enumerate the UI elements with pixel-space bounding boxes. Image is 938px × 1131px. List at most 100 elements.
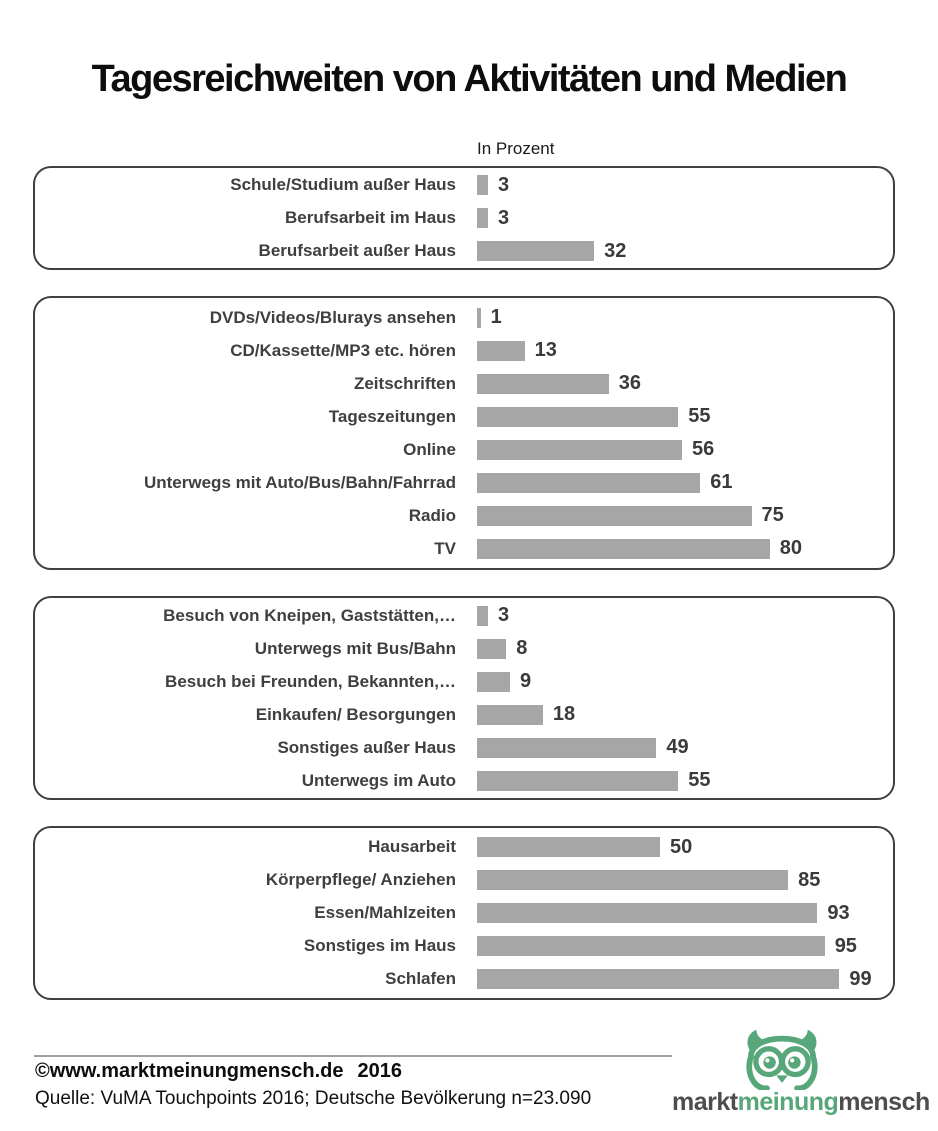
bar — [477, 241, 595, 261]
bar-label: Sonstiges im Haus — [303, 936, 456, 955]
bar-value: 85 — [798, 868, 821, 891]
logo-wordmark: marktmeinungmensch — [672, 1088, 930, 1117]
bar-row: Sonstiges im Haus 95 — [35, 930, 893, 963]
bar — [477, 538, 770, 559]
bar-track: 36 — [477, 372, 893, 395]
bar-track: 99 — [477, 968, 893, 991]
bar — [477, 936, 825, 956]
bar — [477, 903, 818, 923]
bar-value: 99 — [849, 967, 872, 990]
bar-row: Online 56 — [35, 433, 893, 466]
copyright-line: ©www.marktmeinungmensch.de 2016 — [35, 1060, 402, 1083]
bar-track: 75 — [477, 504, 893, 527]
bar-track: 56 — [477, 438, 893, 461]
bar-label: Zeitschriften — [353, 373, 456, 393]
bar-row: Essen/Mahlzeiten 93 — [35, 897, 893, 930]
bar-label: Essen/Mahlzeiten — [314, 903, 456, 922]
bar-track: 13 — [477, 339, 893, 362]
bar-track: 9 — [477, 670, 893, 693]
bar — [477, 175, 488, 195]
footer-divider — [34, 1055, 672, 1057]
copyright-year: 2016 — [357, 1060, 403, 1082]
bar — [477, 505, 752, 526]
bar-value: 9 — [519, 670, 532, 692]
bar-track: 3 — [477, 174, 893, 197]
bar-label: Sonstiges außer Haus — [277, 737, 456, 757]
logo-part-mensch: mensch — [838, 1088, 930, 1116]
bar — [477, 870, 789, 890]
source-line: Quelle: VuMA Touchpoints 2016; Deutsche … — [35, 1088, 592, 1109]
bar-value: 75 — [761, 504, 784, 526]
bar-label: Unterwegs mit Bus/Bahn — [254, 638, 456, 658]
bar-value: 49 — [666, 736, 689, 758]
bar-track: 93 — [477, 902, 893, 925]
bar-row: Hausarbeit 50 — [35, 831, 893, 864]
bar-track: 85 — [477, 869, 893, 892]
bar-track: 49 — [477, 736, 893, 759]
bar-value: 36 — [618, 372, 641, 394]
bar-row: Unterwegs mit Bus/Bahn 8 — [35, 632, 893, 665]
bar-value: 93 — [827, 901, 850, 924]
bar-row: Berufsarbeit im Haus 3 — [35, 202, 893, 235]
group-box-3: Besuch von Kneipen, Gaststätten,… 3 Unterw… — [33, 596, 895, 800]
bar-label: Besuch von Kneipen, Gaststätten,… — [163, 605, 456, 625]
bar-label: Besuch bei Freunden, Bekannten,… — [165, 671, 456, 691]
bar — [477, 406, 679, 427]
bar-label: Hausarbeit — [368, 837, 456, 856]
bar-value: 1 — [490, 306, 502, 328]
bar-value: 13 — [534, 339, 557, 361]
bar-label: TV — [434, 538, 456, 558]
bar-row: Berufsarbeit außer Haus 32 — [35, 235, 893, 268]
bar-row: TV 80 — [35, 532, 893, 565]
bar-row: Besuch von Kneipen, Gaststätten,… 3 — [35, 599, 893, 632]
bar-track: 80 — [477, 537, 893, 560]
bar-label: Tageszeitungen — [328, 406, 456, 426]
bar-label: Unterwegs im Auto — [301, 770, 456, 790]
bar-row: Unterwegs im Auto 55 — [35, 764, 893, 797]
logo-part-markt: markt — [672, 1088, 738, 1116]
bar — [477, 340, 525, 361]
bar-track: 55 — [477, 769, 893, 792]
bar-track: 3 — [477, 207, 893, 230]
bar-label: Schlafen — [385, 969, 456, 988]
bar-label: CD/Kassette/MP3 etc. hören — [230, 340, 456, 360]
bar-value: 80 — [779, 537, 803, 559]
bar-value: 18 — [552, 703, 576, 725]
bar-track: 8 — [477, 637, 893, 660]
bar-label: Berufsarbeit im Haus — [285, 208, 456, 227]
bar-value: 3 — [497, 604, 510, 626]
group-box-2: DVDs/Videos/Blurays ansehen 1 CD/Kassette/… — [33, 296, 895, 570]
bar-value: 61 — [710, 471, 733, 493]
copyright-text: ©www.marktmeinungmensch.de — [35, 1060, 344, 1082]
bar-row: Unterwegs mit Auto/Bus/Bahn/Fahrrad 61 — [35, 466, 893, 499]
bar-label: Körperpflege/ Anziehen — [265, 870, 456, 889]
bar-row: CD/Kassette/MP3 etc. hören 13 — [35, 334, 893, 367]
bar — [477, 969, 840, 989]
bar — [477, 439, 682, 460]
unit-label: In Prozent — [477, 139, 555, 158]
bar-row: Zeitschriften 36 — [35, 367, 893, 400]
bar-row: DVDs/Videos/Blurays ansehen 1 — [35, 301, 893, 334]
bar-track: 3 — [477, 604, 893, 627]
bar — [477, 671, 510, 692]
bar-row: Einkaufen/ Besorgungen 18 — [35, 698, 893, 731]
bar-label: Radio — [408, 505, 456, 525]
bar — [477, 704, 543, 725]
bar-row: Schule/Studium außer Haus 3 — [35, 169, 893, 202]
bar-value: 3 — [497, 206, 510, 229]
bar-label: Schule/Studium außer Haus — [230, 175, 456, 194]
bar-value: 56 — [691, 438, 715, 460]
bar — [477, 373, 609, 394]
bar-value: 50 — [670, 835, 693, 858]
bar-track: 1 — [477, 306, 893, 329]
bar-label: Unterwegs mit Auto/Bus/Bahn/Fahrrad — [143, 472, 456, 492]
bar-track: 18 — [477, 703, 893, 726]
owl-icon — [746, 1029, 818, 1090]
bar-track: 61 — [477, 471, 893, 494]
bar-row: Radio 75 — [35, 499, 893, 532]
group-box-4: Hausarbeit 50 Körperpflege/ Anziehen 85 Esse… — [33, 826, 895, 1000]
bar-label: Einkaufen/ Besorgungen — [255, 704, 456, 724]
bar-value: 55 — [688, 405, 711, 427]
bar-track: 32 — [477, 240, 893, 263]
